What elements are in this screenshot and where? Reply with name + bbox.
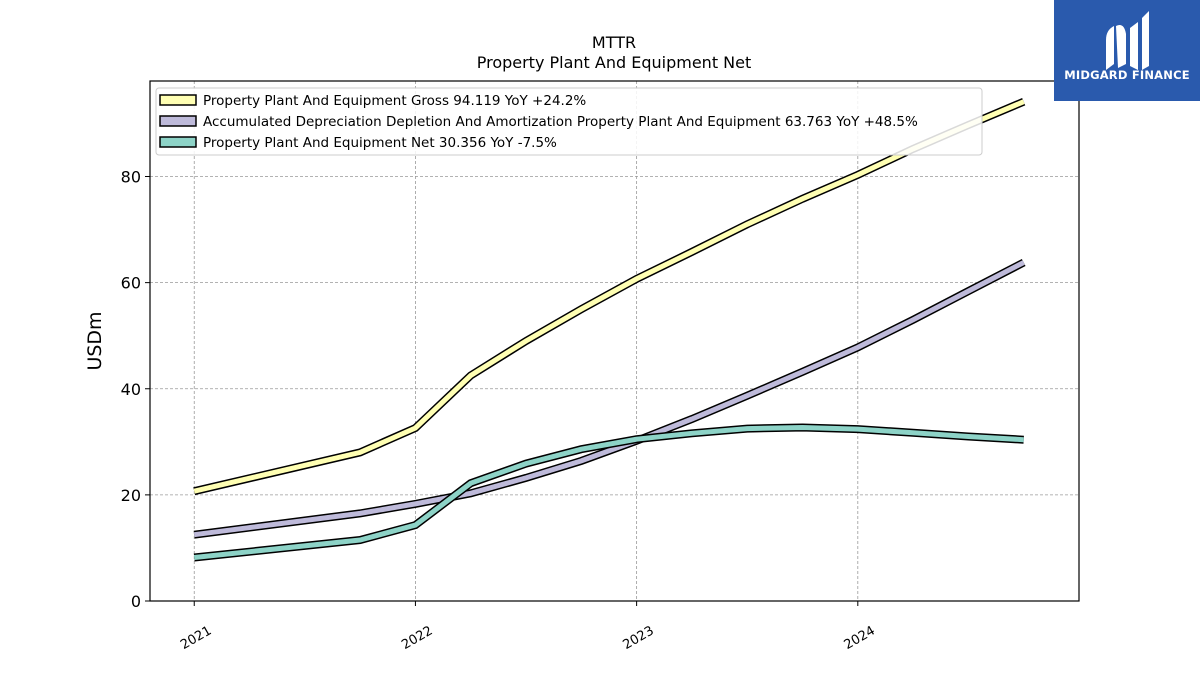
x-tick-label: 2024 [842, 623, 878, 653]
legend-swatch [159, 94, 197, 106]
legend-swatch [159, 136, 197, 148]
chart-title: MTTR [592, 33, 636, 52]
series-line [193, 260, 1025, 538]
midgard-m-icon [1106, 11, 1149, 70]
plot-area-frame [149, 80, 1080, 602]
series-layer [193, 98, 1026, 562]
chart-subtitle: Property Plant And Equipment Net [477, 53, 752, 72]
legend-entry: Property Plant And Equipment Net 30.356 … [203, 135, 557, 151]
y-axis: 0 20 40 60 80 [121, 168, 150, 611]
legend-entry: Accumulated Depreciation Depletion And A… [203, 114, 918, 130]
grid-lines [150, 81, 1079, 601]
y-tick-label: 60 [121, 274, 141, 293]
y-axis-label: USDm [84, 311, 106, 370]
series-line-outline [193, 423, 1024, 562]
y-tick-label: 40 [121, 380, 141, 399]
brand-logo: MIDGARD FINANCE [1054, 0, 1200, 101]
y-tick-label: 80 [121, 168, 141, 187]
x-tick-label: 2023 [620, 623, 656, 653]
y-tick-label: 0 [131, 592, 141, 611]
y-tick-label: 20 [121, 486, 141, 505]
brand-name: MIDGARD FINANCE [1064, 68, 1190, 82]
legend-entry: Property Plant And Equipment Gross 94.11… [203, 93, 586, 109]
legend-frame [155, 87, 983, 156]
x-tick-label: 2022 [399, 623, 435, 653]
x-axis: 2021 2022 2023 2024 [178, 601, 878, 653]
legend: Property Plant And Equipment Gross 94.11… [155, 87, 983, 156]
series-3 [193, 423, 1024, 562]
series-2 [193, 258, 1026, 539]
series-line [193, 424, 1024, 560]
legend-swatch [159, 115, 197, 127]
x-tick-label: 2021 [178, 623, 214, 653]
series-line-outline [193, 258, 1026, 539]
